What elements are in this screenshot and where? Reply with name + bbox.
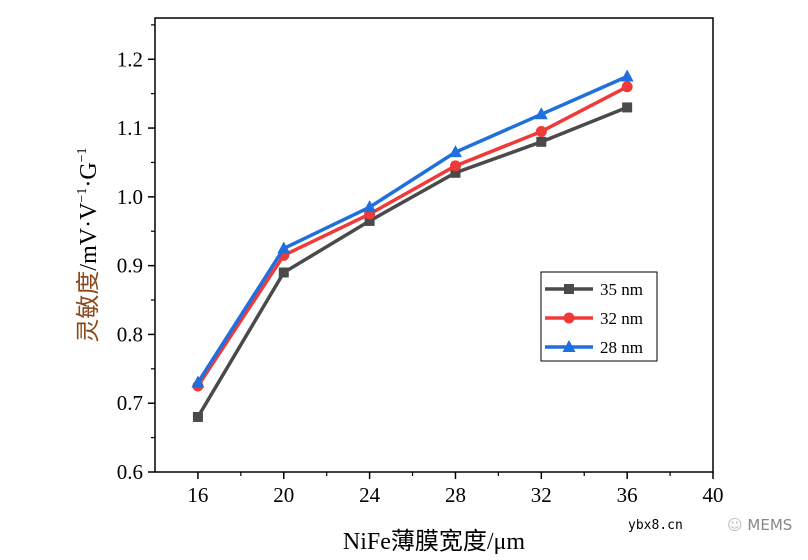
series-28nm	[191, 69, 634, 388]
legend-marker	[562, 340, 576, 352]
series-line	[196, 105, 628, 418]
y-tick-label: 0.6	[117, 460, 143, 484]
y-tick-label: 0.9	[117, 254, 143, 278]
data-point	[191, 375, 205, 388]
y-tick-label: 1.2	[117, 47, 143, 71]
data-point	[620, 69, 634, 82]
legend-label: 32 nm	[600, 309, 643, 328]
data-point	[535, 126, 547, 137]
data-point	[363, 200, 377, 213]
legend-marker	[564, 284, 574, 294]
y-axis-label-unit: /mV·V	[76, 202, 102, 271]
x-tick-label: 40	[703, 483, 724, 507]
data-point	[621, 81, 633, 93]
x-tick-label: 32	[531, 483, 552, 507]
data-point	[277, 241, 291, 254]
wechat-icon: ☺	[727, 516, 743, 534]
legend-label: 35 nm	[600, 280, 643, 299]
x-tick-label: 20	[273, 483, 294, 507]
watermark-brand-text: MEMS	[747, 516, 793, 534]
plot-frame	[154, 17, 714, 473]
x-tick-label: 28	[445, 483, 466, 507]
y-tick-label: 1.0	[117, 185, 143, 209]
legend-label: 28 nm	[600, 338, 643, 357]
watermark-site: ybx8.cn	[628, 518, 683, 533]
x-tick-label: 36	[617, 483, 638, 507]
data-point	[450, 167, 461, 178]
series-line	[196, 74, 628, 384]
y-tick-label: 0.8	[117, 322, 143, 346]
data-point	[448, 145, 462, 158]
y-axis-label-main: 灵敏度	[75, 271, 102, 343]
y-tick-label: 1.1	[117, 116, 143, 140]
series-35nm	[192, 102, 633, 422]
data-point	[192, 411, 203, 422]
y-axis-label-sup1: −1	[75, 188, 90, 203]
data-point	[536, 136, 547, 147]
y-tick-label: 0.7	[117, 391, 143, 415]
legend: 35 nm 32 nm 28 nm	[540, 271, 658, 362]
x-tick-label: 24	[359, 483, 381, 507]
legend-marker	[563, 312, 575, 324]
series-line	[196, 85, 628, 387]
data-point	[449, 160, 461, 172]
y-axis-label-sup2: −1	[75, 147, 90, 162]
watermark-brand: ☺ MEMS	[727, 516, 792, 534]
data-point	[278, 267, 289, 278]
y-axis-label-unit2: ·G	[76, 162, 102, 187]
y-axis-label: 灵敏度/mV·V−1·G−1	[75, 147, 102, 342]
data-point	[364, 215, 375, 226]
data-point	[622, 102, 633, 113]
data-point	[534, 107, 548, 120]
x-tick-label: 16	[187, 483, 208, 507]
x-axis-label: NiFe薄膜宽度/μm	[343, 528, 526, 555]
